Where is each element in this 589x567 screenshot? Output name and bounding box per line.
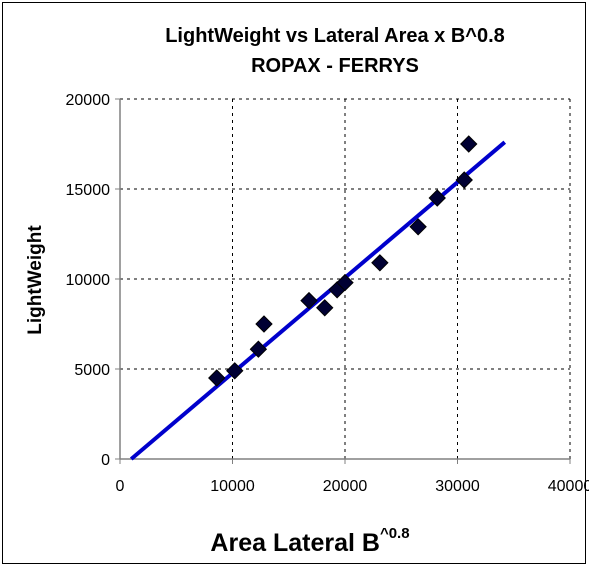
data-point bbox=[460, 135, 478, 153]
x-tick-label: 30000 bbox=[435, 478, 480, 495]
x-tick-label: 0 bbox=[116, 478, 125, 495]
data-point bbox=[226, 362, 244, 380]
x-axis-label-superscript: ^0.8 bbox=[380, 525, 410, 542]
y-tick-label: 15000 bbox=[66, 182, 111, 199]
x-tick-label: 40000 bbox=[548, 478, 589, 495]
plot-axes bbox=[115, 98, 571, 464]
trendline-group bbox=[129, 140, 507, 461]
data-point bbox=[255, 315, 273, 333]
data-point bbox=[249, 340, 268, 358]
x-tick-label: 10000 bbox=[210, 478, 255, 495]
x-tick-label: 20000 bbox=[323, 478, 368, 495]
chart-title: LightWeight vs Lateral Area x B^0.8 bbox=[165, 25, 505, 47]
y-tick-label: 5000 bbox=[74, 362, 110, 379]
data-point bbox=[371, 254, 389, 272]
data-point bbox=[409, 218, 427, 236]
data-point bbox=[336, 273, 354, 292]
y-tick-label: 10000 bbox=[66, 272, 111, 289]
trendline bbox=[129, 140, 507, 461]
tick-labels: 0 10000 20000 30000 40000 0 5000 10000 15000 2000… bbox=[66, 92, 589, 495]
chart-subtitle: ROPAX - FERRYS bbox=[251, 55, 419, 77]
y-tick-label: 0 bbox=[101, 452, 110, 469]
data-points bbox=[208, 135, 478, 387]
x-axis-label: Area Lateral B^0.8 bbox=[210, 525, 409, 557]
data-point bbox=[455, 171, 473, 189]
x-axis-label-main: Area Lateral B bbox=[210, 529, 380, 557]
data-point bbox=[316, 299, 334, 317]
data-point bbox=[208, 369, 226, 387]
y-axis-label: LightWeight bbox=[25, 225, 46, 335]
y-tick-label: 20000 bbox=[66, 92, 111, 109]
data-point bbox=[428, 189, 446, 207]
data-point bbox=[300, 291, 318, 310]
